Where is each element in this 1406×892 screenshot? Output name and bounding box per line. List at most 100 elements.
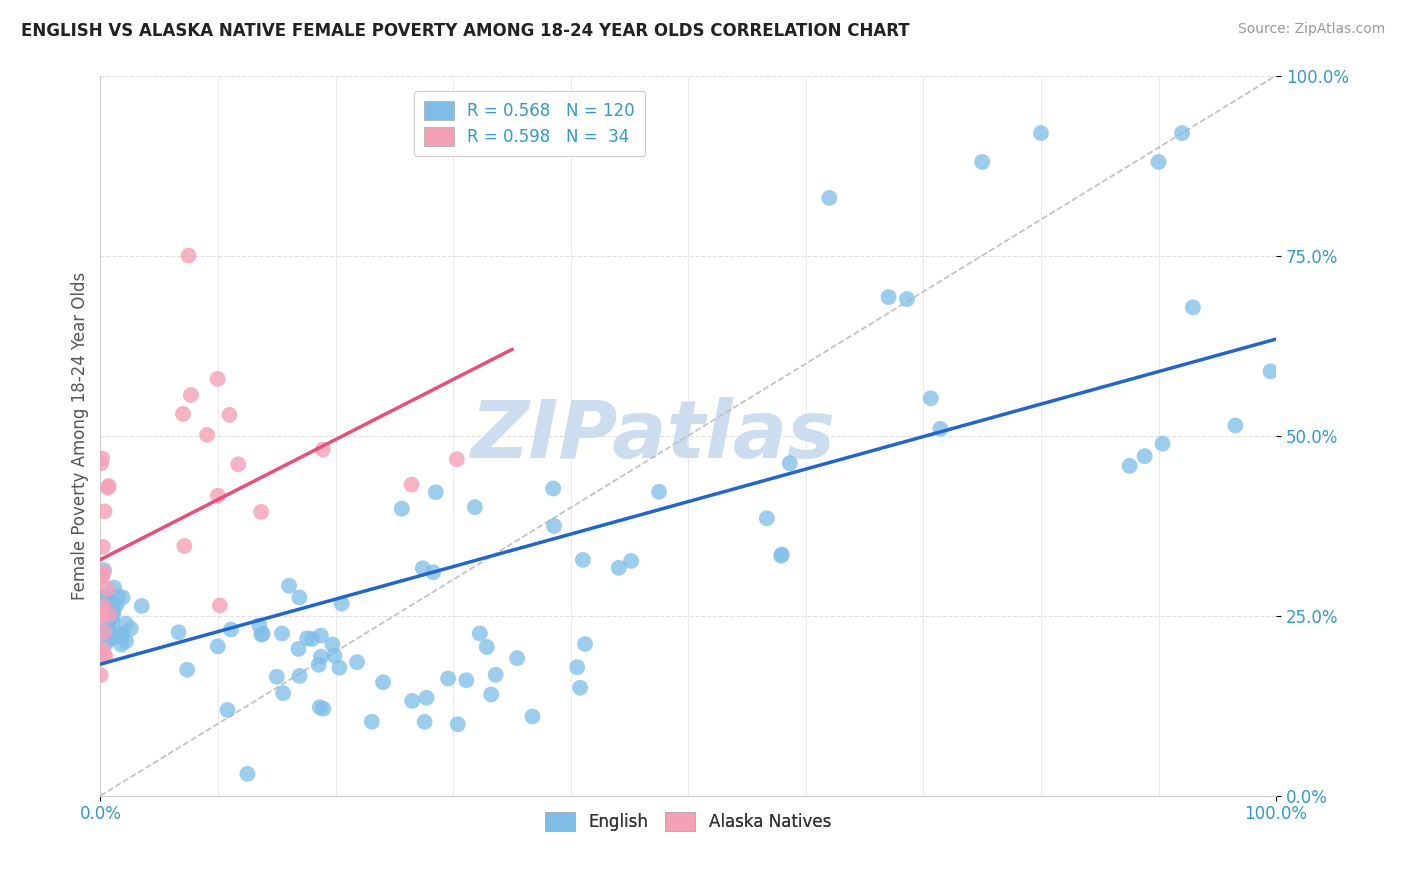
Point — [323, 648, 346, 663]
Point — [1147, 155, 1170, 169]
Point — [541, 482, 564, 496]
Point — [271, 626, 294, 640]
Point — [100, 599, 122, 613]
Point — [972, 155, 994, 169]
Point — [93, 563, 115, 577]
Point — [91, 540, 114, 554]
Point — [110, 638, 132, 652]
Point — [295, 631, 318, 645]
Point — [929, 422, 952, 436]
Point — [93, 624, 115, 639]
Point — [90, 593, 112, 607]
Point — [90, 456, 112, 470]
Point — [94, 637, 117, 651]
Point — [371, 675, 394, 690]
Point — [468, 626, 491, 640]
Point — [321, 638, 343, 652]
Point — [167, 625, 190, 640]
Point — [96, 618, 118, 632]
Point — [506, 651, 529, 665]
Point — [90, 668, 112, 682]
Point — [422, 566, 444, 580]
Point — [97, 625, 120, 640]
Point — [308, 700, 330, 714]
Point — [779, 456, 801, 470]
Point — [91, 609, 114, 624]
Point — [110, 626, 132, 640]
Point — [177, 249, 200, 263]
Point — [401, 694, 423, 708]
Point — [90, 568, 112, 582]
Point — [97, 481, 120, 495]
Point — [93, 597, 115, 611]
Point — [207, 640, 229, 654]
Point — [437, 672, 460, 686]
Point — [107, 590, 129, 604]
Point — [648, 484, 671, 499]
Point — [1152, 436, 1174, 450]
Point — [131, 599, 153, 613]
Point — [1029, 126, 1052, 140]
Point — [522, 709, 544, 723]
Point — [346, 655, 368, 669]
Point — [93, 504, 115, 518]
Point — [620, 554, 643, 568]
Point — [93, 593, 115, 607]
Point — [309, 649, 332, 664]
Point — [920, 392, 942, 406]
Point — [217, 703, 239, 717]
Point — [567, 660, 589, 674]
Point — [96, 609, 118, 624]
Point — [94, 599, 117, 614]
Point — [115, 634, 138, 648]
Point — [97, 479, 120, 493]
Point — [91, 571, 114, 585]
Point — [1133, 449, 1156, 463]
Point — [91, 451, 114, 466]
Point — [110, 628, 132, 642]
Point — [770, 548, 793, 562]
Point — [103, 581, 125, 595]
Point — [574, 637, 596, 651]
Point — [401, 477, 423, 491]
Point — [456, 673, 478, 688]
Point — [877, 290, 900, 304]
Point — [114, 616, 136, 631]
Point — [219, 623, 242, 637]
Point — [278, 579, 301, 593]
Point — [103, 607, 125, 621]
Point — [447, 717, 470, 731]
Point — [97, 615, 120, 629]
Point — [543, 519, 565, 533]
Point — [252, 626, 274, 640]
Point — [94, 613, 117, 627]
Point — [818, 191, 841, 205]
Point — [287, 641, 309, 656]
Point — [111, 630, 134, 644]
Point — [103, 602, 125, 616]
Point — [1181, 301, 1204, 315]
Point — [247, 618, 270, 632]
Point — [226, 458, 249, 472]
Text: ENGLISH VS ALASKA NATIVE FEMALE POVERTY AMONG 18-24 YEAR OLDS CORRELATION CHART: ENGLISH VS ALASKA NATIVE FEMALE POVERTY … — [21, 22, 910, 40]
Point — [97, 620, 120, 634]
Legend: English, Alaska Natives: English, Alaska Natives — [538, 805, 838, 838]
Point — [360, 714, 382, 729]
Point — [425, 485, 447, 500]
Point — [569, 681, 592, 695]
Point — [100, 599, 122, 613]
Point — [1171, 126, 1194, 140]
Point — [607, 561, 630, 575]
Text: ZIPatlas: ZIPatlas — [471, 397, 835, 475]
Point — [464, 500, 486, 515]
Point — [91, 610, 114, 624]
Point — [105, 597, 128, 611]
Point — [236, 767, 259, 781]
Point — [98, 601, 121, 615]
Point — [93, 589, 115, 603]
Point — [271, 686, 294, 700]
Point — [172, 407, 194, 421]
Point — [312, 442, 335, 457]
Point — [173, 539, 195, 553]
Point — [96, 591, 118, 605]
